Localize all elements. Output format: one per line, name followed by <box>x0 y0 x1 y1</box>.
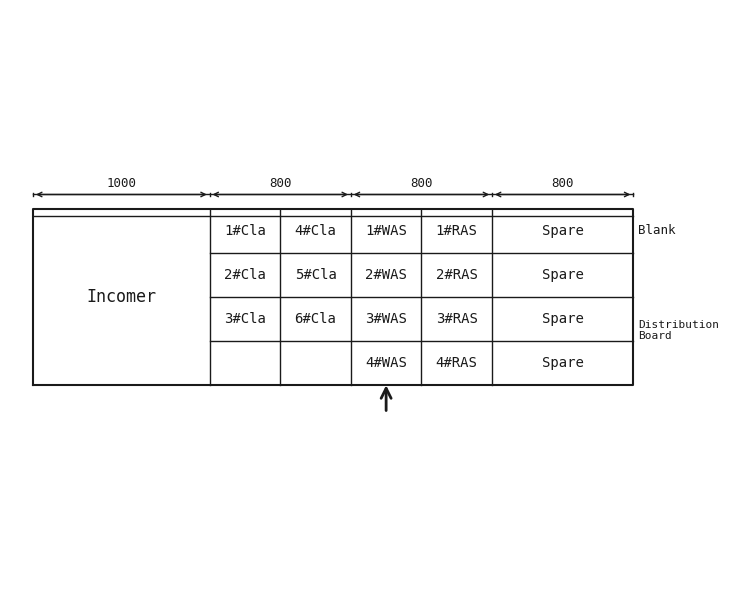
Text: 1000: 1000 <box>107 177 137 190</box>
Text: Incomer: Incomer <box>86 288 156 306</box>
Text: Blank: Blank <box>639 224 676 237</box>
Text: 800: 800 <box>269 177 291 190</box>
Text: 3#Cla: 3#Cla <box>224 312 266 326</box>
Text: 3#WAS: 3#WAS <box>365 312 407 326</box>
Text: Spare: Spare <box>542 223 583 238</box>
Text: 5#Cla: 5#Cla <box>295 268 337 282</box>
Text: 2#RAS: 2#RAS <box>436 268 477 282</box>
Text: 1#WAS: 1#WAS <box>365 223 407 238</box>
Text: Spare: Spare <box>542 268 583 282</box>
Text: 800: 800 <box>410 177 433 190</box>
Text: 1#Cla: 1#Cla <box>224 223 266 238</box>
Text: Spare: Spare <box>542 312 583 326</box>
Text: 1#RAS: 1#RAS <box>436 223 477 238</box>
Text: 4#Cla: 4#Cla <box>295 223 337 238</box>
Text: 6#Cla: 6#Cla <box>295 312 337 326</box>
Text: Distribution
Board: Distribution Board <box>639 320 720 341</box>
Text: 2#WAS: 2#WAS <box>365 268 407 282</box>
Text: 4#RAS: 4#RAS <box>436 356 477 370</box>
Text: 800: 800 <box>551 177 574 190</box>
Text: 3#RAS: 3#RAS <box>436 312 477 326</box>
Text: 4#WAS: 4#WAS <box>365 356 407 370</box>
Text: 2#Cla: 2#Cla <box>224 268 266 282</box>
Text: Spare: Spare <box>542 356 583 370</box>
